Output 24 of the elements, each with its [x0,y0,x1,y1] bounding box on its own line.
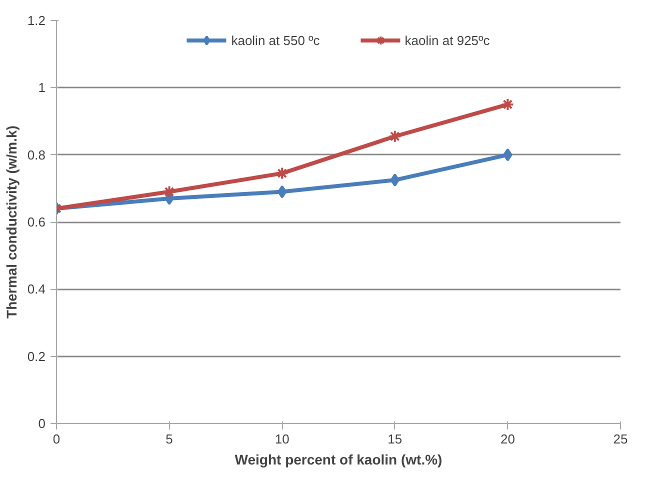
x-tick-label: 25 [613,432,628,446]
x-axis-title: Weight percent of kaolin (wt.%) [234,452,442,468]
y-tick-label: 1 [38,80,46,96]
x-tick-label: 5 [166,432,173,446]
x-tick-label: 20 [500,432,515,446]
x-tick-label: 15 [388,432,402,446]
point [503,148,512,162]
point [276,166,289,180]
legend-label: kaolin at 925ºc [404,32,490,48]
point [388,130,402,143]
y-tick-label: 1.2 [27,13,46,28]
point [501,98,514,111]
y-tick-label: 0.4 [27,282,46,297]
y-axis-title: Thermal conductivity (w/m.k) [3,126,20,318]
y-tick-label: 0.8 [27,147,46,162]
y-tick-label: 0.2 [27,348,46,364]
x-tick-label: 10 [274,432,290,446]
point [277,185,287,198]
legend-label: kaolin at 550 ºc [231,32,320,48]
x-tick-label: 0 [52,432,60,446]
y-tick-label: 0 [38,416,46,431]
point [162,185,176,198]
y-tick-label: 0.6 [27,214,46,230]
point [390,174,400,187]
